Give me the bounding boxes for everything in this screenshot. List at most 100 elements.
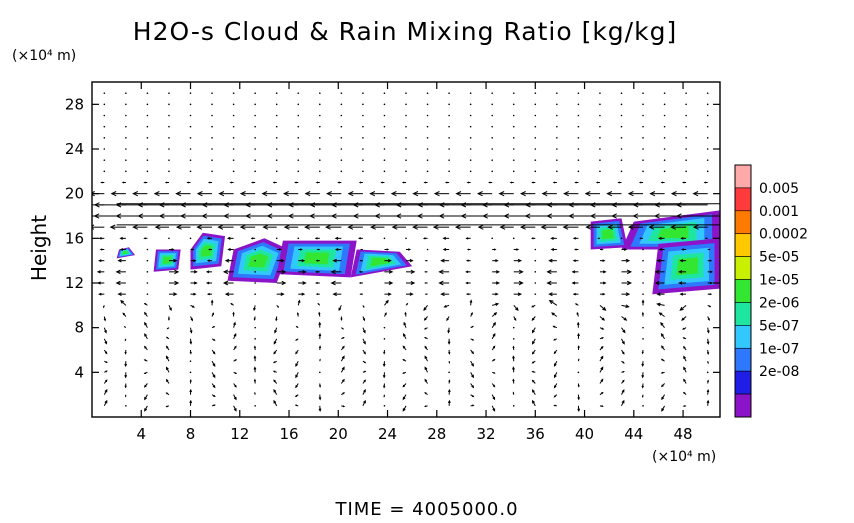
x-tick-label: 36 <box>526 425 545 443</box>
wind-dot <box>685 115 687 117</box>
wind-dot <box>168 159 170 161</box>
wind-dot <box>147 159 149 161</box>
wind-arrowhead <box>73 203 78 207</box>
wind-arrowhead <box>449 380 450 381</box>
wind-dot <box>707 171 709 173</box>
wind-dot <box>233 171 235 173</box>
wind-dot <box>384 338 386 340</box>
wind-arrowhead <box>598 238 599 239</box>
wind-arrowhead <box>101 182 102 183</box>
wind-dot <box>319 137 321 139</box>
wind-arrowhead <box>318 249 319 250</box>
wind-dot <box>319 148 321 150</box>
wind-dot <box>254 126 256 128</box>
wind-dot <box>190 171 192 173</box>
colorbar-swatch <box>735 302 751 325</box>
wind-dot <box>384 148 386 150</box>
wind-dot <box>297 104 299 106</box>
wind-dot <box>534 260 536 262</box>
wind-dot <box>254 104 256 106</box>
wind-dot <box>427 148 429 150</box>
wind-dot <box>534 171 536 173</box>
colorbar-label: 1e-07 <box>759 341 799 357</box>
wind-dot <box>384 405 386 407</box>
wind-dot <box>254 159 256 161</box>
wind-dot <box>513 137 515 139</box>
wind-dot <box>276 171 278 173</box>
wind-dot <box>319 92 321 94</box>
wind-dot <box>168 238 170 240</box>
wind-dot <box>125 405 127 407</box>
wind-arrowhead <box>601 249 602 250</box>
wind-dot <box>147 271 149 273</box>
wind-dot <box>470 104 472 106</box>
wind-dot <box>578 148 580 150</box>
colorbar-swatch <box>735 234 751 257</box>
wind-arrowhead <box>188 182 189 183</box>
wind-dot <box>168 92 170 94</box>
wind-dot <box>685 126 687 128</box>
wind-dot <box>513 171 515 173</box>
wind-dot <box>470 92 472 94</box>
wind-dot <box>448 126 450 128</box>
wind-dot <box>297 126 299 128</box>
wind-dot <box>405 92 407 94</box>
wind-dot <box>534 282 536 284</box>
wind-arrowhead <box>602 406 603 407</box>
colorbar-label: 5e-05 <box>759 250 799 266</box>
wind-dot <box>599 126 601 128</box>
wind-dot <box>233 148 235 150</box>
wind-dot <box>578 126 580 128</box>
wind-dot <box>664 137 666 139</box>
wind-arrowhead <box>317 294 318 295</box>
wind-arrowhead <box>384 396 385 397</box>
wind-dot <box>254 92 256 94</box>
wind-dot <box>470 148 472 150</box>
wind-dot <box>104 171 106 173</box>
colorbar-label: 1e-05 <box>759 273 799 289</box>
wind-dot <box>104 126 106 128</box>
wind-dot <box>556 148 558 150</box>
wind-dot <box>254 171 256 173</box>
wind-arrowhead <box>619 182 620 183</box>
colorbar-label: 0.005 <box>759 181 799 197</box>
wind-dot <box>491 104 493 106</box>
wind-dot <box>621 92 623 94</box>
wind-dot <box>362 137 364 139</box>
wind-dot <box>448 137 450 139</box>
wind-arrowhead <box>706 238 707 239</box>
wind-dot <box>578 92 580 94</box>
wind-dot <box>448 159 450 161</box>
wind-dot <box>319 171 321 173</box>
wind-dot <box>276 159 278 161</box>
wind-dot <box>276 238 278 240</box>
wind-dot <box>147 115 149 117</box>
wind-dot <box>578 137 580 139</box>
wind-dot <box>427 115 429 117</box>
wind-dot <box>125 104 127 106</box>
wind-dot <box>427 159 429 161</box>
wind-dot <box>190 137 192 139</box>
x-tick-label: 12 <box>230 425 249 443</box>
wind-arrowhead <box>426 260 427 261</box>
wind-dot <box>448 104 450 106</box>
wind-dot <box>578 159 580 161</box>
wind-dot <box>276 137 278 139</box>
wind-dot <box>707 126 709 128</box>
wind-dot <box>384 238 386 240</box>
wind-arrowhead <box>166 406 167 407</box>
wind-dot <box>642 137 644 139</box>
wind-dot <box>599 148 601 150</box>
wind-arrowhead <box>192 249 193 250</box>
wind-dot <box>534 137 536 139</box>
wind-arrowhead <box>425 283 426 284</box>
wind-dot <box>534 104 536 106</box>
wind-dot <box>125 171 127 173</box>
wind-arrowhead <box>320 360 321 361</box>
wind-dot <box>621 104 623 106</box>
wind-dot <box>470 137 472 139</box>
y-tick-label: 24 <box>65 140 84 158</box>
wind-dot <box>621 148 623 150</box>
wind-arrowhead <box>360 282 361 283</box>
wind-dot <box>276 92 278 94</box>
